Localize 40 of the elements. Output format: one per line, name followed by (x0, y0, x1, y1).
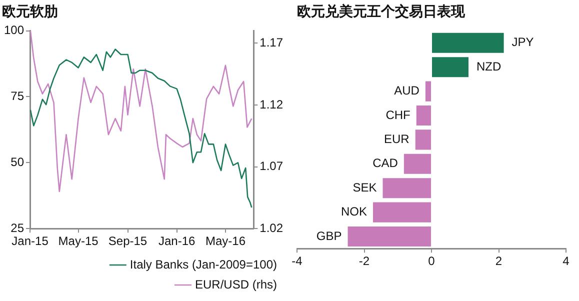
bar (415, 130, 431, 150)
y-tick-label: AUD (394, 84, 420, 98)
x-tick-label: May-15 (58, 234, 99, 248)
x-tick-label: Sep-15 (108, 234, 148, 248)
x-tick-label: -4 (292, 254, 303, 268)
chart-title: 欧元兑美元五个交易日表现 (297, 3, 466, 20)
x-tick-label: Jan-16 (158, 234, 196, 248)
bar (416, 105, 431, 126)
y-tick-label: NZD (476, 59, 502, 74)
y-tick-label: 25 (10, 220, 24, 235)
y2-tick-label: 1.07 (260, 159, 284, 174)
x-tick-label: 0 (428, 254, 436, 268)
x-tick-label: Jan-15 (12, 234, 49, 248)
bar (404, 154, 431, 174)
bar (372, 202, 431, 222)
bar (432, 32, 504, 53)
y-tick-label: GBP (316, 228, 342, 243)
y-tick-label: EUR (384, 132, 410, 146)
bar (348, 226, 431, 247)
legend-label: Italy Banks (Jan-2009=100) (130, 257, 278, 272)
y-tick-label: NOK (340, 204, 367, 219)
y-tick-label: 50 (10, 154, 24, 169)
y-tick-label: SEK (352, 180, 377, 194)
bar (382, 178, 431, 198)
y-tick-label: JPY (512, 35, 534, 50)
bar (432, 57, 468, 78)
y2-tick-label: 1.17 (260, 35, 284, 50)
chart-title: 欧元软肋 (2, 4, 58, 20)
y-tick-label: 75 (10, 89, 24, 104)
x-tick-label: 2 (495, 254, 502, 268)
y2-tick-label: 1.12 (260, 97, 284, 112)
x-tick-label: May-16 (205, 234, 246, 248)
y-tick-label: 100 (4, 23, 24, 38)
legend-label: EUR/USD (rhs) (195, 277, 278, 292)
x-tick-label: -2 (358, 254, 370, 268)
y-tick-label: CAD (372, 156, 398, 170)
y2-tick-label: 1.02 (260, 220, 284, 235)
y-tick-label: CHF (386, 108, 410, 122)
bar (425, 81, 431, 102)
x-tick-label: 4 (562, 254, 570, 268)
